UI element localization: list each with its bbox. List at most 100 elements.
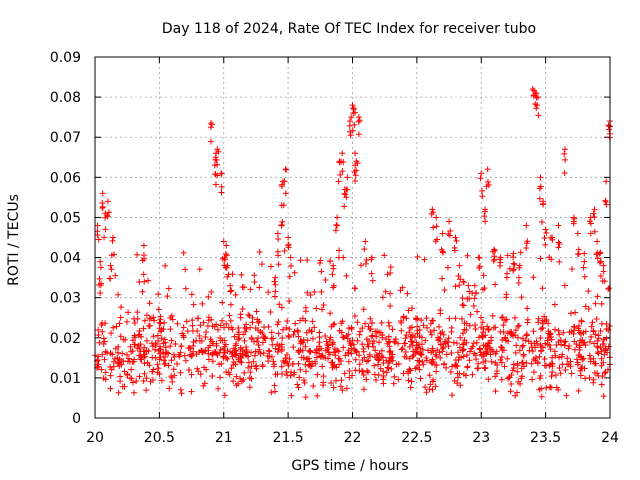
data-point xyxy=(536,375,543,382)
data-point xyxy=(339,150,346,157)
data-point xyxy=(453,340,460,347)
data-point xyxy=(437,307,444,314)
data-point xyxy=(205,317,212,324)
data-point xyxy=(491,256,498,263)
data-point xyxy=(544,335,551,342)
data-point xyxy=(247,349,254,356)
data-point xyxy=(570,330,577,337)
data-point xyxy=(590,210,597,217)
data-point xyxy=(530,274,537,281)
data-point xyxy=(268,389,275,396)
data-point xyxy=(108,266,115,273)
data-point xyxy=(361,246,368,253)
data-point xyxy=(504,330,511,337)
data-point xyxy=(197,371,204,378)
data-point xyxy=(223,264,230,271)
data-point xyxy=(323,338,330,345)
data-point xyxy=(318,288,325,295)
data-point xyxy=(428,359,435,366)
data-point xyxy=(429,360,436,367)
data-point xyxy=(352,356,359,363)
data-point xyxy=(316,339,323,346)
data-point xyxy=(376,339,383,346)
data-point xyxy=(248,334,255,341)
data-point xyxy=(513,342,520,349)
data-point xyxy=(312,360,319,367)
data-point xyxy=(423,354,430,361)
data-point xyxy=(140,252,147,259)
data-point xyxy=(463,339,470,346)
data-point xyxy=(313,347,320,354)
data-point xyxy=(246,384,253,391)
data-point xyxy=(271,361,278,368)
data-point xyxy=(272,274,279,281)
data-point xyxy=(187,345,194,352)
data-point xyxy=(237,350,244,357)
data-point xyxy=(592,300,599,307)
data-point xyxy=(278,363,285,370)
data-point xyxy=(535,112,542,119)
data-point xyxy=(598,300,605,307)
data-point xyxy=(470,302,477,309)
data-point xyxy=(197,322,204,329)
data-point xyxy=(578,330,585,337)
data-point xyxy=(196,332,203,339)
data-point xyxy=(178,343,185,350)
data-point xyxy=(336,247,343,254)
data-point xyxy=(363,257,370,264)
data-point xyxy=(518,359,525,366)
data-point xyxy=(508,371,515,378)
data-point xyxy=(520,342,527,349)
data-point xyxy=(481,213,488,220)
data-point xyxy=(169,378,176,385)
data-point xyxy=(602,345,609,352)
data-point xyxy=(135,332,142,339)
data-point xyxy=(487,351,494,358)
data-point xyxy=(448,324,455,331)
data-point xyxy=(227,288,234,295)
data-point xyxy=(229,353,236,360)
data-point xyxy=(489,248,496,255)
data-point xyxy=(511,314,518,321)
data-point xyxy=(516,322,523,329)
data-point xyxy=(572,309,579,316)
data-point xyxy=(535,319,542,326)
data-point xyxy=(140,242,147,249)
data-point xyxy=(196,349,203,356)
data-point xyxy=(339,387,346,394)
data-point xyxy=(94,357,101,364)
data-point xyxy=(472,321,479,328)
data-point xyxy=(429,317,436,324)
data-point xyxy=(313,305,320,312)
data-point xyxy=(353,167,360,174)
data-point xyxy=(512,327,519,334)
data-point xyxy=(107,262,114,269)
data-point xyxy=(430,224,437,231)
data-point xyxy=(593,316,600,323)
data-point xyxy=(458,354,465,361)
data-point xyxy=(345,347,352,354)
data-point xyxy=(255,342,262,349)
data-point xyxy=(416,327,423,334)
data-point xyxy=(115,359,122,366)
data-point xyxy=(295,360,302,367)
data-point xyxy=(235,354,242,361)
data-point xyxy=(247,286,254,293)
data-point xyxy=(299,339,306,346)
data-point xyxy=(452,356,459,363)
data-point xyxy=(158,327,165,334)
data-point xyxy=(556,258,563,265)
data-point xyxy=(438,275,445,282)
data-point xyxy=(258,261,265,268)
data-point xyxy=(603,201,610,208)
data-point xyxy=(251,352,258,359)
data-point xyxy=(353,349,360,356)
data-point xyxy=(405,307,412,314)
data-point xyxy=(248,375,255,382)
data-point xyxy=(429,206,436,213)
data-point xyxy=(409,338,416,345)
data-point xyxy=(239,283,246,290)
data-point xyxy=(360,372,367,379)
data-point xyxy=(330,282,337,289)
data-point xyxy=(606,285,613,292)
